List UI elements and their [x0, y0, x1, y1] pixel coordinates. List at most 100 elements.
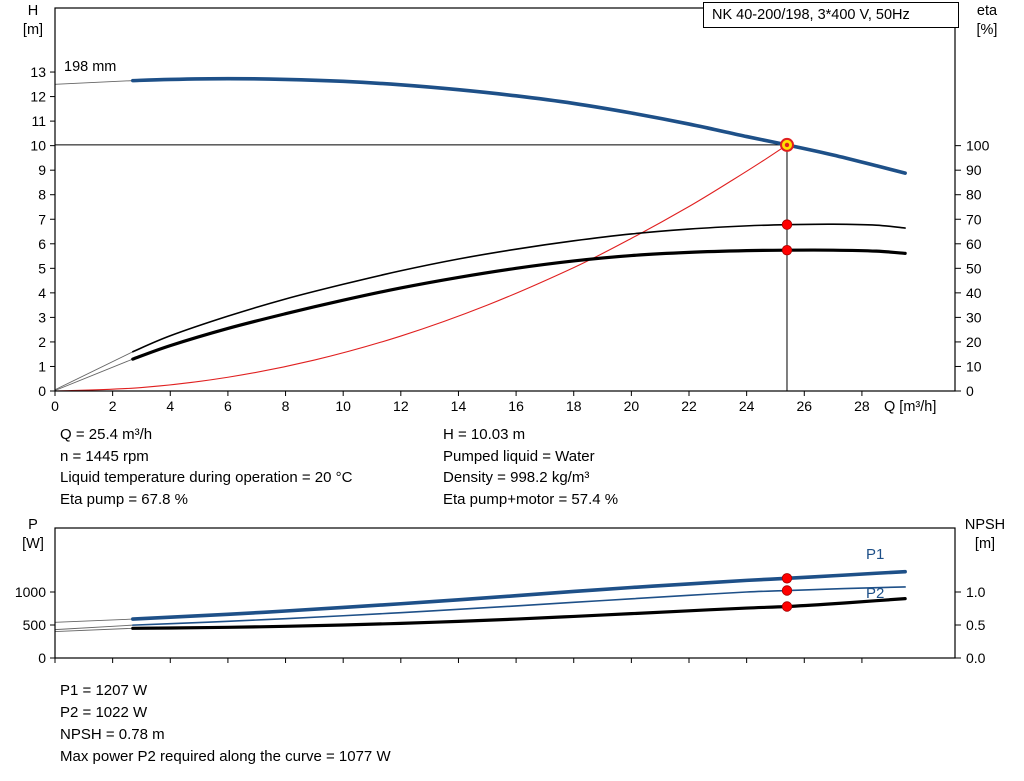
- info-density: Density = 998.2 kg/m³: [443, 469, 590, 486]
- y-right-tick-label: 20: [966, 334, 982, 350]
- y-left-tick-label: 6: [38, 236, 46, 252]
- y-left-tick-label: 7: [38, 211, 46, 227]
- y-left-tick-label: 9: [38, 162, 46, 178]
- x-tick-label: 24: [739, 398, 755, 414]
- info-eta-pump: Eta pump = 67.8 %: [60, 490, 188, 508]
- curve-eta-pump-motor-ext: [54, 358, 134, 391]
- plot-border: [54, 527, 956, 659]
- p2-curve-label: P2: [866, 585, 885, 602]
- plot-border: [54, 7, 956, 392]
- y-left-tick-label: 12: [30, 89, 46, 105]
- y-left-tick-label: 3: [38, 309, 46, 325]
- y-right-tick-label: 30: [966, 309, 982, 325]
- y-right-tick-label: 0: [966, 383, 974, 399]
- curve-point-marker: [781, 585, 793, 596]
- y-left-tick-label: 2: [38, 334, 46, 350]
- curve-p1: [131, 569, 907, 621]
- curve-eta-pump: [132, 223, 906, 353]
- info-liquid-temperature: Liquid temperature during operation = 20…: [60, 469, 353, 486]
- p1-curve-label: P1: [866, 546, 885, 563]
- info-p2: P2 = 1022 W: [60, 704, 148, 721]
- x-tick-label: 22: [681, 398, 697, 414]
- curve-eta-pump-motor: [131, 248, 907, 361]
- x-tick-label: 12: [393, 398, 409, 414]
- curve-eta-pump-ext: [54, 351, 134, 391]
- y-right-tick-label: 70: [966, 211, 982, 227]
- x-tick-label: 28: [854, 398, 870, 414]
- info-pumped-liquid: Pumped liquid = Water: [443, 447, 595, 465]
- x-tick-label: 0: [51, 398, 59, 414]
- pump-model-title: NK 40-200/198, 3*400 V, 50Hz: [703, 2, 959, 28]
- y-left-tick-label: 0: [38, 383, 46, 399]
- operating-data-right-column: H = 10.03 m Pumped liquid = Water Densit…: [443, 424, 618, 510]
- y-right-tick-label: 80: [966, 187, 982, 203]
- y-right-tick-label: 100: [966, 138, 990, 154]
- h-axis-title-unit: [m]: [22, 22, 44, 38]
- h-axis-title-symbol: H: [27, 3, 39, 19]
- duty-point-center: [784, 142, 790, 148]
- x-tick-label: 18: [566, 398, 582, 414]
- y-left-tick-label: 5: [38, 260, 46, 276]
- x-tick-label: 14: [451, 398, 467, 414]
- curve-head-198mm: [131, 76, 907, 175]
- curve-p2-ext: [54, 624, 134, 631]
- q-axis-title: Q [m³/h]: [884, 399, 937, 415]
- y-left-tick-label: 4: [38, 285, 46, 301]
- x-tick-label: 8: [282, 398, 290, 414]
- curve-point-marker: [781, 219, 793, 230]
- info-max-p2: Max power P2 required along the curve = …: [60, 748, 391, 765]
- y-right-tick-label: 40: [966, 285, 982, 301]
- y-right-tick-label: 90: [966, 162, 982, 178]
- curve-point-marker: [781, 244, 793, 256]
- curve-point-marker: [781, 573, 793, 584]
- y-right-tick-label: 0.5: [966, 617, 986, 633]
- npsh-axis-title-symbol: NPSH: [964, 517, 1006, 533]
- x-tick-label: 10: [335, 398, 351, 414]
- curve-head-ext: [54, 80, 134, 85]
- x-tick-label: 20: [624, 398, 640, 414]
- impeller-diameter-label: 198 mm: [64, 59, 117, 75]
- info-p1: P1 = 1207 W: [60, 682, 148, 699]
- curve-npsh: [131, 597, 907, 630]
- y-left-tick-label: 500: [23, 617, 47, 633]
- curve-p1-ext: [54, 618, 134, 623]
- x-tick-label: 4: [166, 398, 174, 414]
- y-right-tick-label: 10: [966, 358, 982, 374]
- y-right-tick-label: 1.0: [966, 584, 986, 600]
- y-left-tick-label: 8: [38, 187, 46, 203]
- info-speed: n = 1445 rpm: [60, 447, 149, 465]
- curve-point-marker: [781, 601, 793, 612]
- x-tick-label: 16: [508, 398, 524, 414]
- hq-eta-chart: 0 2 4 6 8 10 12 14 16 18 20 22 24 26 28012345678910111…: [30, 7, 990, 414]
- info-head: H = 10.03 m: [443, 426, 526, 443]
- eta-axis-title: eta [%]: [963, 2, 1011, 40]
- y-right-tick-label: 0.0: [966, 650, 986, 666]
- npsh-axis-title-unit: [m]: [974, 536, 996, 552]
- info-npsh: NPSH = 0.78 m: [60, 726, 165, 743]
- npsh-axis-title: NPSH [m]: [957, 516, 1013, 554]
- info-eta-pump-motor: Eta pump+motor = 57.4 %: [443, 490, 619, 508]
- curve-p2: [132, 586, 906, 626]
- p-axis-title-unit: [W]: [22, 536, 44, 552]
- y-left-tick-label: 10: [30, 138, 46, 154]
- x-tick-label: 2: [109, 398, 117, 414]
- eta-axis-title-unit: [%]: [976, 22, 998, 38]
- x-tick-label: 26: [796, 398, 812, 414]
- info-flow: Q = 25.4 m³/h: [60, 426, 153, 443]
- curve-npsh-ext: [54, 627, 134, 633]
- power-npsh-chart: 0 500 1000 0.0 0.5 1.0: [15, 527, 986, 666]
- y-left-tick-label: 0: [38, 650, 46, 666]
- p-axis-title-symbol: P: [28, 517, 38, 533]
- operating-data-left-column: Q = 25.4 m³/h n = 1445 rpm Liquid temper…: [60, 424, 352, 510]
- y-left-tick-label: 1: [38, 358, 46, 374]
- x-tick-label: 6: [224, 398, 232, 414]
- eta-axis-title-symbol: eta: [976, 3, 998, 19]
- y-right-tick-label: 60: [966, 236, 982, 252]
- p-axis-title: P [W]: [13, 516, 53, 554]
- y-left-tick-label: 13: [30, 64, 46, 80]
- y-left-tick-label: 11: [31, 113, 46, 129]
- y-right-tick-label: 50: [966, 260, 982, 276]
- result-data-column: P1 = 1207 W P2 = 1022 W NPSH = 0.78 m Ma…: [60, 680, 391, 768]
- y-left-tick-label: 1000: [15, 584, 46, 600]
